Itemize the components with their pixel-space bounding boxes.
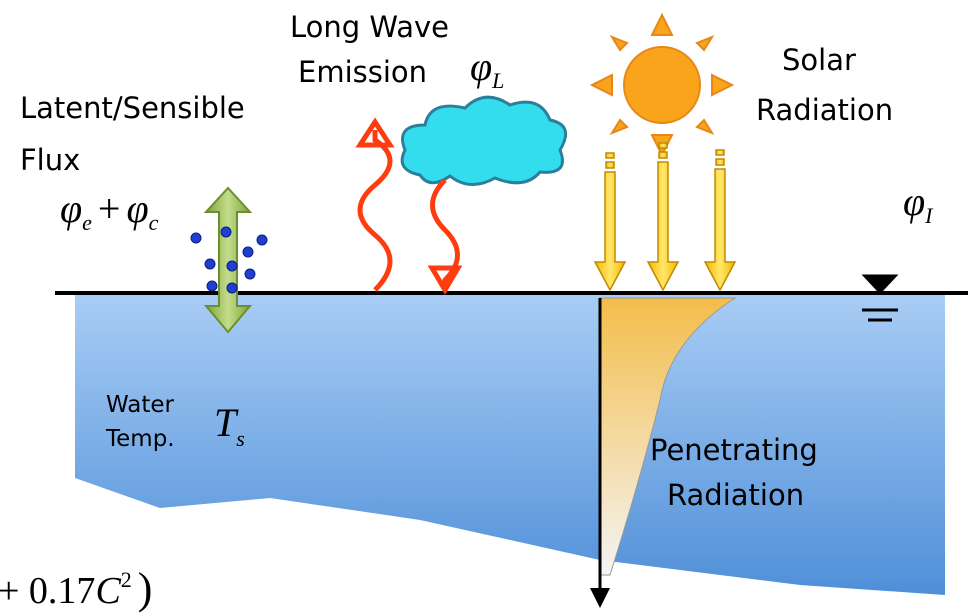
label: Temp.: [105, 426, 175, 452]
symbol: φ: [60, 186, 82, 231]
label: Long Wave: [290, 10, 449, 44]
symbol: T: [214, 400, 239, 445]
operator: +: [98, 186, 121, 231]
label: Solar: [782, 43, 856, 77]
formula-var: C: [95, 570, 121, 612]
subscript: L: [491, 68, 504, 93]
label: Flux: [20, 143, 80, 177]
label: Latent/Sensible: [20, 91, 245, 125]
symbol: φ: [470, 44, 492, 89]
subscript: s: [236, 426, 245, 451]
symbol: φI: [903, 179, 934, 228]
label: Radiation: [756, 93, 893, 127]
subscript: e: [82, 210, 92, 235]
label: Water: [106, 392, 175, 418]
subscript: c: [149, 210, 159, 235]
formula: + 0.17C2): [0, 564, 152, 613]
cloud: [402, 97, 565, 184]
formula-exp: 2: [121, 567, 132, 592]
sun: [592, 15, 732, 155]
symbol: φL: [470, 44, 504, 93]
label: Penetrating: [650, 433, 818, 467]
symbol: φe+φc: [60, 186, 159, 235]
symbol: φ: [126, 186, 148, 231]
solar-arrows: [595, 143, 735, 290]
formula-text: + 0.17: [0, 570, 95, 612]
subscript: I: [924, 203, 934, 228]
depth-arrowhead: [590, 588, 610, 608]
symbol: φ: [903, 179, 925, 224]
diagram: Long Wave Emission φL Latent/Sensible Fl…: [0, 0, 968, 614]
label: Emission: [298, 55, 427, 89]
label: Radiation: [667, 478, 804, 512]
formula-paren: ): [138, 564, 153, 613]
